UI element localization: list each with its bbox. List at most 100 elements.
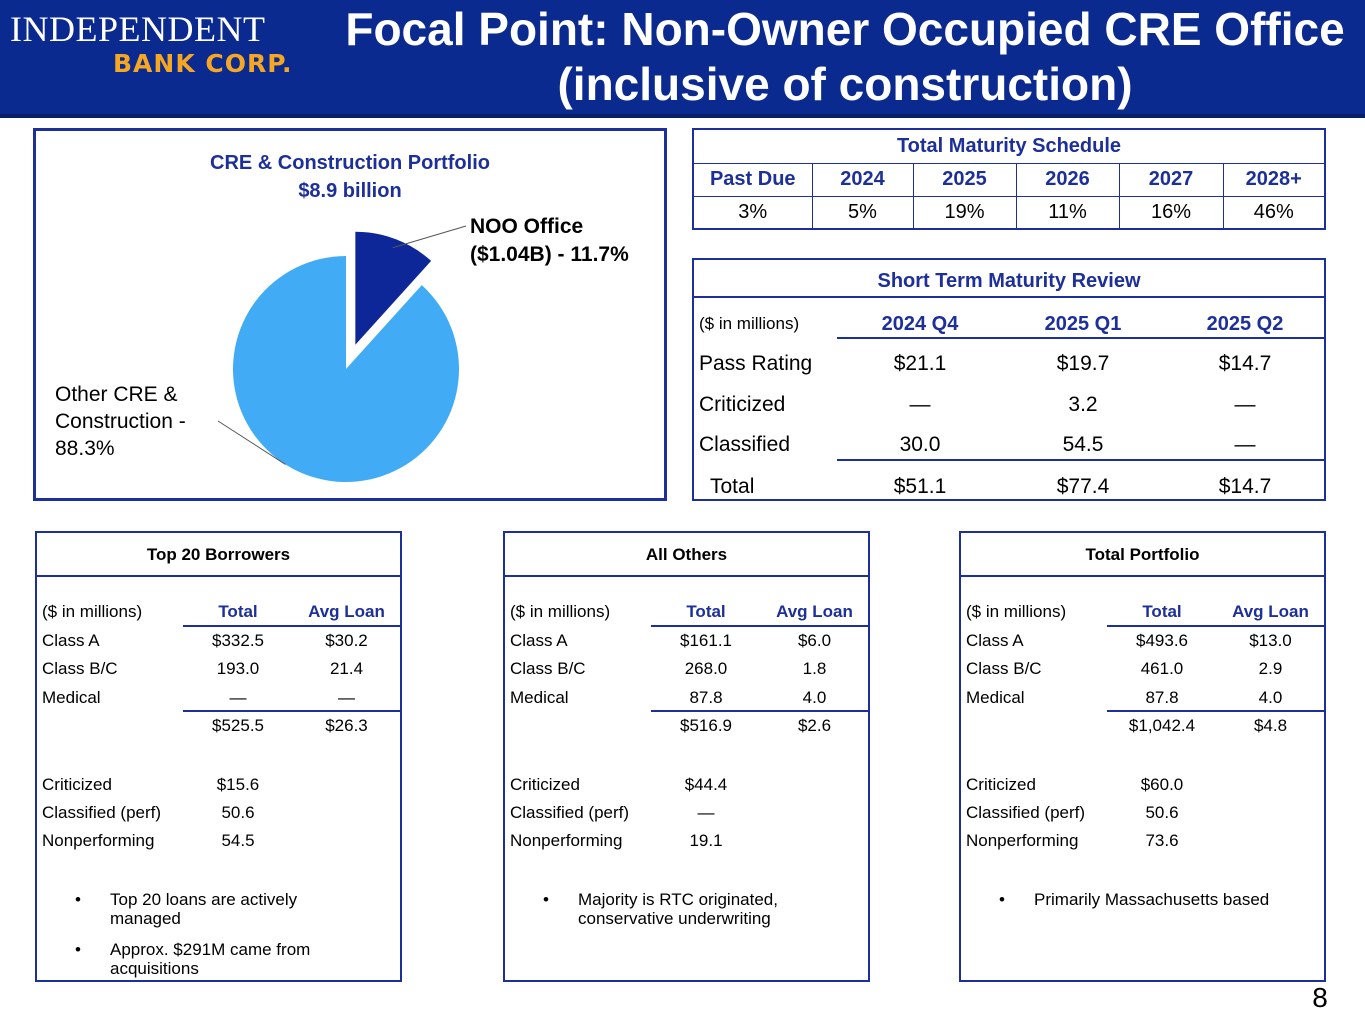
summary-row-label: Class B/C <box>510 659 586 678</box>
summary-unit-label: ($ in millions) <box>510 602 611 621</box>
page-title-line2: (inclusive of construction) <box>557 58 1133 110</box>
summary-row-label: Class B/C <box>42 659 118 678</box>
maturity-header-cell: 2024 <box>811 162 914 197</box>
summary-sum-total: $525.5 <box>212 716 264 735</box>
short-term-cell: 3.2 <box>1068 393 1098 416</box>
summary-row-avg: 1.8 <box>802 659 827 678</box>
summary-row-avg: $30.2 <box>325 631 368 650</box>
summary-quality-label: Nonperforming <box>966 831 1079 850</box>
summary-row-total: 193.0 <box>216 659 260 678</box>
maturity-value-cell: 46% <box>1222 195 1324 229</box>
maturity-value-cell: 5% <box>811 195 914 229</box>
summary-header-row: ($ in millions) Total Avg Loan <box>37 598 400 626</box>
summary-header-rule <box>651 625 868 627</box>
summary-sum-rule <box>651 710 868 712</box>
summary-row: Class B/C 461.0 2.9 <box>961 655 1324 683</box>
maturity-value-cell: 3% <box>694 195 813 229</box>
summary-sum-rule <box>1107 710 1324 712</box>
bullet-text-line1: Approx. $291M came from <box>110 940 311 959</box>
pie-subtitle-text: $8.9 billion <box>298 180 402 202</box>
summary-quality-label: Criticized <box>966 775 1036 794</box>
bullet-text-line2: conservative underwriting <box>578 909 771 928</box>
short-term-col-header: 2025 Q2 <box>1206 313 1284 335</box>
summary-sum-avg: $4.8 <box>1253 716 1288 735</box>
bullet-text-line2: managed <box>110 909 181 928</box>
short-term-total-rule <box>837 459 1324 461</box>
summary-quality-row: Nonperforming 19.1 <box>505 827 868 855</box>
short-term-review-title: Short Term Maturity Review <box>694 260 1324 298</box>
summary-header-rule <box>1107 625 1324 627</box>
short-term-row-label: Total <box>710 475 755 498</box>
summary-quality-row: Criticized $60.0 <box>961 771 1324 799</box>
short-term-row-criticized: Criticized — 3.2 — <box>694 385 1324 425</box>
pie-slice-noo-office <box>355 231 432 345</box>
summary-row: Class A $161.1 $6.0 <box>505 627 868 655</box>
summary-quality-value: — <box>697 803 715 822</box>
summary-quality-row: Nonperforming 73.6 <box>961 827 1324 855</box>
summary-quality-row: Classified (perf) — <box>505 799 868 827</box>
maturity-header-cell: 2025 <box>912 162 1017 197</box>
maturity-value-cell: 19% <box>912 195 1017 229</box>
summary-panel-top-20: Top 20 Borrowers ($ in millions) Total A… <box>35 531 402 982</box>
company-logo: INDEPENDENT BANK CORP. <box>0 0 318 112</box>
bullet-text-line2: acquisitions <box>110 959 199 978</box>
summary-quality-value: 54.5 <box>221 831 255 850</box>
summary-col-avg: Avg Loan <box>776 602 853 621</box>
maturity-value-row: 3% 5% 19% 11% 16% 46% <box>694 195 1324 229</box>
maturity-header-cell: 2028+ <box>1222 162 1324 197</box>
summary-row-label: Medical <box>42 688 101 707</box>
short-term-cell: — <box>1234 393 1256 416</box>
bullet-dot-icon: • <box>75 940 81 959</box>
short-term-cell: 54.5 <box>1062 433 1104 456</box>
summary-quality-value: $60.0 <box>1140 775 1184 794</box>
pie-label-noo-line2: ($1.04B) - 11.7% <box>470 243 629 266</box>
summary-bullet: • Top 20 loans are actively managed <box>75 890 395 928</box>
short-term-cell: $14.7 <box>1218 475 1272 498</box>
summary-quality-value: 50.6 <box>221 803 255 822</box>
short-term-row-label: Classified <box>699 433 791 456</box>
summary-quality-row: Classified (perf) 50.6 <box>961 799 1324 827</box>
summary-sum-row: $525.5 $26.3 <box>37 712 400 740</box>
short-term-cell: $77.4 <box>1056 475 1110 498</box>
summary-sum-avg: $2.6 <box>797 716 832 735</box>
short-term-cell: — <box>909 393 931 416</box>
summary-row-label: Medical <box>966 688 1025 707</box>
summary-bullets: • Primarily Massachusetts based <box>999 890 1319 921</box>
summary-title: All Others <box>505 533 868 577</box>
maturity-value-cell: 11% <box>1015 195 1120 229</box>
maturity-header-cell: Past Due <box>694 162 813 197</box>
summary-col-total: Total <box>218 602 258 621</box>
short-term-col-header: 2024 Q4 <box>881 313 959 335</box>
pie-label-other-line3: 88.3% <box>55 437 115 460</box>
maturity-schedule-panel: Total Maturity Schedule Past Due 2024 20… <box>692 128 1326 230</box>
summary-row-total: — <box>229 688 247 707</box>
summary-quality-value: 50.6 <box>1145 803 1179 822</box>
short-term-cell: $19.7 <box>1056 352 1110 375</box>
summary-row-total: $493.6 <box>1136 631 1188 650</box>
short-term-header-rule <box>837 337 1324 339</box>
short-term-col-header: 2025 Q1 <box>1044 313 1122 335</box>
maturity-header-row: Past Due 2024 2025 2026 2027 2028+ <box>694 162 1324 197</box>
summary-quality-row: Classified (perf) 50.6 <box>37 799 400 827</box>
summary-quality-label: Classified (perf) <box>510 803 630 822</box>
summary-row-total: 87.8 <box>689 688 723 707</box>
summary-sum-row: $516.9 $2.6 <box>505 712 868 740</box>
summary-sum-row: $1,042.4 $4.8 <box>961 712 1324 740</box>
summary-quality-value: 73.6 <box>1145 831 1179 850</box>
summary-col-avg: Avg Loan <box>1232 602 1309 621</box>
pie-slice-other-cre <box>233 256 459 482</box>
maturity-header-cell: 2026 <box>1015 162 1120 197</box>
summary-sum-avg: $26.3 <box>325 716 368 735</box>
summary-row-total: 268.0 <box>684 659 728 678</box>
summary-col-avg: Avg Loan <box>308 602 385 621</box>
summary-header-row: ($ in millions) Total Avg Loan <box>961 598 1324 626</box>
summary-quality-value: $15.6 <box>216 775 260 794</box>
pie-leader-line-noo <box>392 225 467 249</box>
summary-quality-row: Nonperforming 54.5 <box>37 827 400 855</box>
short-term-cell: — <box>1234 433 1256 456</box>
page-number: 8 <box>1312 982 1328 1013</box>
summary-quality-row: Criticized $15.6 <box>37 771 400 799</box>
summary-quality-value: $44.4 <box>684 775 728 794</box>
short-term-unit-label: ($ in millions) <box>699 314 800 333</box>
pie-label-other-line2: Construction - <box>55 410 186 433</box>
